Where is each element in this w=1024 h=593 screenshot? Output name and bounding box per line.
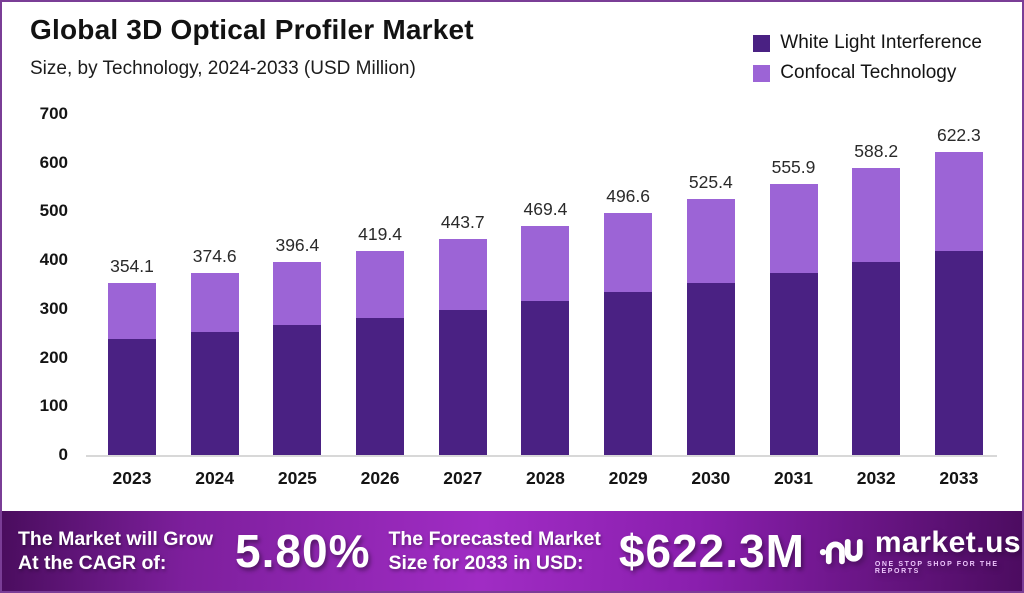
bar-group-2023: 354.1 2023 [108,255,156,488]
y-axis-tick: 700 [39,104,68,123]
bar-segment-white-light-interference [356,317,405,455]
bars-row: 354.1 2023 374.6 2024 396.4 2025 419.4 2026 443.… [86,114,997,488]
bar-group-2025: 396.4 2025 [273,234,322,488]
bar-group-2028: 469.4 2028 [521,199,570,488]
bar-segment-white-light-interference [438,309,487,455]
bar-total-label: 469.4 [523,199,568,220]
page-title: Global 3D Optical Profiler Market [30,14,474,45]
marketus-logo-text: market.us ONE STOP SHOP FOR THE REPORTS [874,525,1022,575]
bar-segment-white-light-interference [852,262,901,455]
bar-segment-confocal-technology [604,213,653,293]
x-axis-label: 2032 [856,468,896,488]
y-axis-tick: 600 [39,152,68,172]
bar-total-label: 525.4 [688,172,733,193]
legend-swatch-light-icon [753,64,771,82]
bar-group-2029: 496.6 2029 [604,186,653,488]
bar-segment-confocal-technology [686,199,735,283]
cagr-label-line2: At the CAGR of: [18,552,167,574]
y-axis-tick: 400 [39,250,68,270]
bottom-banner: The Market will Grow At the CAGR of: 5.8… [2,511,1022,591]
x-axis-label: 2025 [277,468,317,488]
bar-total-label: 555.9 [771,157,816,178]
cagr-label: The Market will Grow At the CAGR of: [18,527,213,576]
bar-total-label: 443.7 [440,211,485,232]
cagr-value: 5.80% [235,525,371,577]
forecast-value: $622.3M [618,525,805,577]
x-axis-label: 2033 [939,468,979,488]
bar-total-label: 374.6 [192,245,237,266]
forecast-label-line2: Size for 2033 in USD: [388,552,584,574]
bar-segment-white-light-interference [604,292,653,455]
bar-segment-confocal-technology [769,184,818,274]
bar-segment-confocal-technology [521,226,570,302]
bar-segment-white-light-interference [108,339,156,455]
forecast-label-line1: The Forecasted Market [388,527,601,550]
bar-total-label: 588.2 [854,141,899,162]
bar-segment-white-light-interference [686,283,735,455]
logo-name: market.us [874,525,1022,559]
chart-legend: White Light Interference Confocal Techno… [753,32,982,84]
bar-group-2024: 374.6 2024 [190,245,239,488]
legend-swatch-dark-icon [753,34,771,52]
bar-total-label: 419.4 [358,223,402,244]
x-axis-label: 2027 [443,468,483,488]
bar-segment-confocal-technology [852,168,901,263]
y-axis-tick: 0 [58,445,68,464]
bar-group-2033: 622.3 2033 [934,124,983,488]
x-axis-label: 2031 [774,468,813,488]
logo-tagline: ONE STOP SHOP FOR THE REPORTS [874,560,999,575]
bar-group-2026: 419.4 2026 [356,223,405,488]
bar-segment-confocal-technology [934,151,983,252]
bar-group-2027: 443.7 2027 [438,211,487,488]
x-axis-label: 2026 [360,468,400,488]
x-axis-label: 2028 [525,468,565,488]
legend-item-confocal-technology: Confocal Technology [753,62,982,84]
x-axis-label: 2023 [112,468,152,488]
bar-segment-white-light-interference [273,325,322,455]
y-axis-tick: 300 [39,298,68,318]
bar-segment-white-light-interference [934,251,983,455]
bar-segment-confocal-technology [273,261,322,326]
x-axis-line [86,455,997,457]
plot-area: 354.1 2023 374.6 2024 396.4 2025 419.4 2026 443.… [86,114,997,488]
y-axis: 0 100 200 300 400 500 600 700 [16,104,68,464]
page-subtitle: Size, by Technology, 2024-2033 (USD Mill… [30,58,416,79]
bar-segment-confocal-technology [108,282,156,340]
bar-segment-white-light-interference [521,301,570,455]
legend-item-white-light-interference: White Light Interference [753,32,982,54]
bar-total-label: 396.4 [275,234,320,255]
bar-segment-confocal-technology [190,272,239,333]
bar-group-2032: 588.2 2032 [852,141,901,488]
bar-segment-confocal-technology [356,250,405,318]
x-axis-label: 2024 [195,468,235,488]
bar-segment-confocal-technology [438,238,487,310]
legend-label: White Light Interference [780,32,982,53]
x-axis-label: 2030 [691,468,731,488]
bar-total-label: 622.3 [936,124,981,145]
y-axis-tick: 500 [39,201,68,221]
y-axis-tick: 100 [39,396,68,416]
cagr-label-line1: The Market will Grow [18,527,214,550]
marketus-logo: market.us ONE STOP SHOP FOR THE REPORTS [819,525,1022,575]
bar-total-label: 496.6 [606,186,651,207]
y-axis-tick: 200 [39,347,68,367]
bar-segment-white-light-interference [769,273,818,455]
bar-group-2031: 555.9 2031 [769,157,818,488]
legend-label: Confocal Technology [780,62,957,83]
bar-segment-white-light-interference [190,332,239,455]
forecast-label: The Forecasted Market Size for 2033 in U… [388,527,600,576]
bar-group-2030: 525.4 2030 [686,172,735,488]
bar-total-label: 354.1 [110,255,154,276]
marketus-logo-icon [819,538,863,565]
x-axis-label: 2029 [608,468,648,488]
